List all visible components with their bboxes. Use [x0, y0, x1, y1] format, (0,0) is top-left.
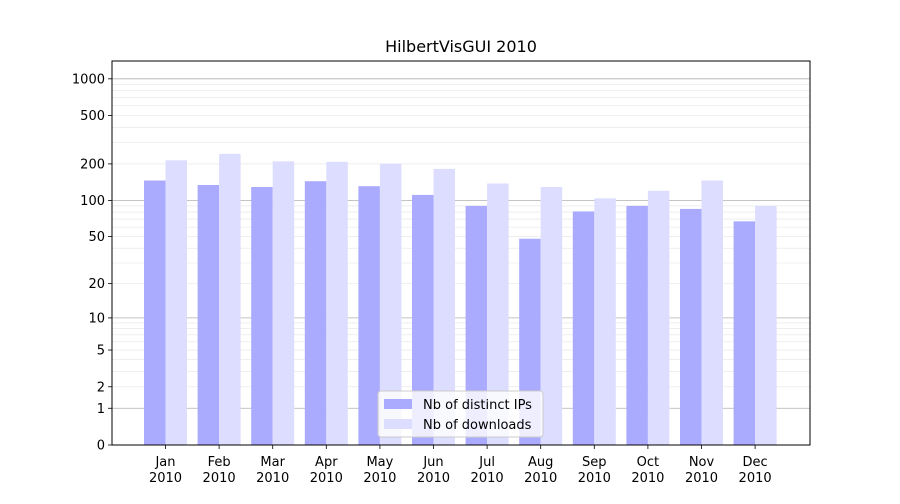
legend-label: Nb of distinct IPs: [423, 398, 532, 413]
x-tick-label-month: Feb: [208, 455, 231, 470]
bar-downloads: [272, 161, 295, 446]
chart-title: HilbertVisGUI 2010: [385, 37, 537, 56]
y-axis: 0 1 2 5 10 20 50 100 200 500 1000: [72, 72, 112, 454]
bar-distinct-ips: [626, 205, 648, 445]
x-tick-label-month: Oct: [637, 455, 659, 470]
bar-distinct-ips: [412, 194, 434, 445]
bar-downloads: [755, 205, 777, 445]
y-tick-label: 1: [97, 402, 105, 417]
x-tick-label-month: Jun: [422, 455, 443, 470]
y-tick-label: 1000: [72, 72, 105, 87]
y-tick-label: 20: [88, 277, 105, 292]
x-tick-label-year: 2010: [149, 471, 182, 486]
legend-box: [377, 390, 544, 438]
bar-distinct-ips: [358, 186, 380, 446]
x-tick-label-month: Mar: [260, 455, 285, 470]
x-tick-label-month: May: [366, 455, 393, 470]
bar-downloads: [326, 161, 348, 445]
y-tick-label: 50: [88, 230, 105, 245]
x-tick-label-year: 2010: [524, 471, 557, 486]
bar-downloads: [379, 163, 402, 445]
x-tick-label-month: Dec: [743, 455, 768, 470]
x-tick-label-year: 2010: [417, 471, 450, 486]
bar-downloads: [219, 153, 241, 446]
x-tick-label-year: 2010: [739, 471, 772, 486]
bar-distinct-ips: [465, 205, 488, 445]
bar-downloads: [165, 160, 187, 445]
bar-downloads: [701, 180, 723, 445]
x-axis: Jan2010Feb2010Mar2010Apr2010May2010Jun20…: [149, 445, 772, 486]
x-tick-label-month: Aug: [528, 455, 553, 470]
x-tick-label-month: Nov: [689, 455, 715, 470]
bar-distinct-ips: [304, 181, 327, 445]
x-tick-label-month: Jul: [478, 455, 495, 470]
x-tick-label-year: 2010: [310, 471, 343, 486]
x-tick-label-year: 2010: [578, 471, 611, 486]
y-tick-label: 0: [97, 439, 105, 454]
plot-frame: [111, 60, 811, 446]
bar-distinct-ips: [144, 180, 166, 445]
bar-distinct-ips: [251, 187, 273, 445]
bar-downloads: [594, 198, 616, 445]
x-tick-label-month: Jan: [154, 455, 175, 470]
bar-downloads: [647, 190, 670, 445]
bar-distinct-ips: [572, 211, 595, 445]
legend-swatch: [384, 419, 412, 429]
y-tick-label: 2: [97, 380, 105, 395]
x-tick-label-year: 2010: [631, 471, 664, 486]
x-tick-label-month: Apr: [315, 455, 338, 470]
bar-distinct-ips: [197, 185, 220, 445]
y-tick-label: 100: [80, 194, 105, 209]
legend: Nb of distinct IPs Nb of downloads: [377, 390, 544, 438]
y-tick-label: 5: [97, 344, 105, 359]
legend-label: Nb of downloads: [423, 418, 532, 433]
bars-layer: [144, 153, 777, 446]
bar-downloads: [487, 183, 509, 445]
x-tick-label-year: 2010: [203, 471, 236, 486]
y-tick-label: 10: [88, 311, 105, 326]
x-tick-label-year: 2010: [471, 471, 504, 486]
legend-swatch: [384, 399, 412, 409]
bar-downloads: [540, 187, 563, 445]
bar-distinct-ips: [680, 208, 702, 445]
bar-downloads: [433, 168, 455, 445]
x-tick-label-year: 2010: [685, 471, 718, 486]
y-tick-label: 500: [80, 109, 105, 124]
y-tick-label: 200: [80, 157, 105, 172]
x-tick-label-year: 2010: [363, 471, 396, 486]
x-tick-label-year: 2010: [256, 471, 289, 486]
bar-distinct-ips: [733, 221, 756, 445]
x-tick-label-month: Sep: [582, 455, 607, 470]
